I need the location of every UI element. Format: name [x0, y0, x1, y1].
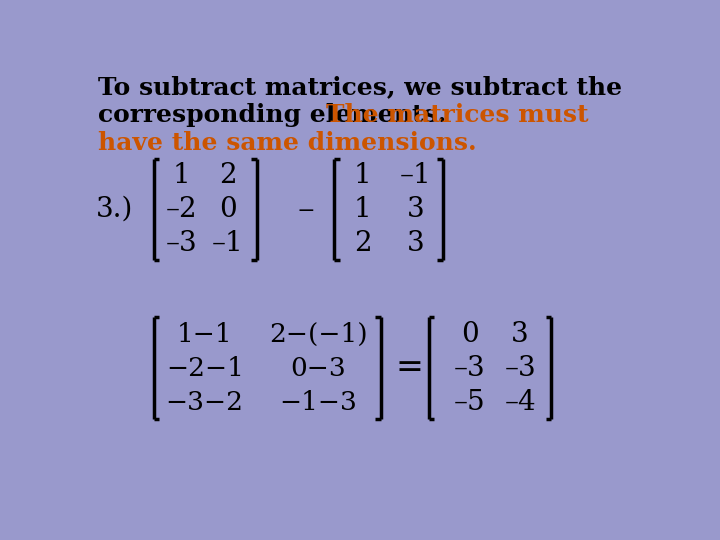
Text: 3: 3	[407, 230, 424, 257]
Text: –1: –1	[212, 230, 244, 257]
Text: –4: –4	[504, 389, 536, 416]
Text: –5: –5	[454, 389, 485, 416]
Text: –1: –1	[400, 162, 431, 189]
Text: 2: 2	[219, 162, 237, 189]
Text: 3.): 3.)	[96, 196, 134, 223]
Text: have the same dimensions.: have the same dimensions.	[98, 131, 477, 155]
Text: =: =	[395, 352, 423, 384]
Text: 2: 2	[354, 230, 372, 257]
Text: 3: 3	[511, 321, 529, 348]
Text: corresponding elements.: corresponding elements.	[98, 103, 446, 127]
Text: To subtract matrices, we subtract the: To subtract matrices, we subtract the	[98, 76, 622, 99]
Text: –2: –2	[166, 196, 197, 223]
Text: −3−2: −3−2	[166, 389, 243, 415]
Text: 0: 0	[461, 321, 479, 348]
Text: 0−3: 0−3	[291, 356, 346, 381]
Text: –3: –3	[166, 230, 197, 257]
Text: –3: –3	[504, 355, 536, 382]
Text: –3: –3	[454, 355, 485, 382]
Text: 1−1: 1−1	[177, 322, 233, 347]
Text: 1: 1	[354, 162, 372, 189]
Text: 0: 0	[219, 196, 237, 223]
Text: 1: 1	[354, 196, 372, 223]
Text: 1: 1	[173, 162, 190, 189]
Text: −1−3: −1−3	[279, 389, 358, 415]
Text: 3: 3	[407, 196, 424, 223]
Text: –: –	[297, 193, 314, 226]
Text: 2−(−1): 2−(−1)	[269, 322, 368, 347]
Text: −2−1: −2−1	[166, 356, 243, 381]
Text: The matrices must: The matrices must	[326, 103, 589, 127]
